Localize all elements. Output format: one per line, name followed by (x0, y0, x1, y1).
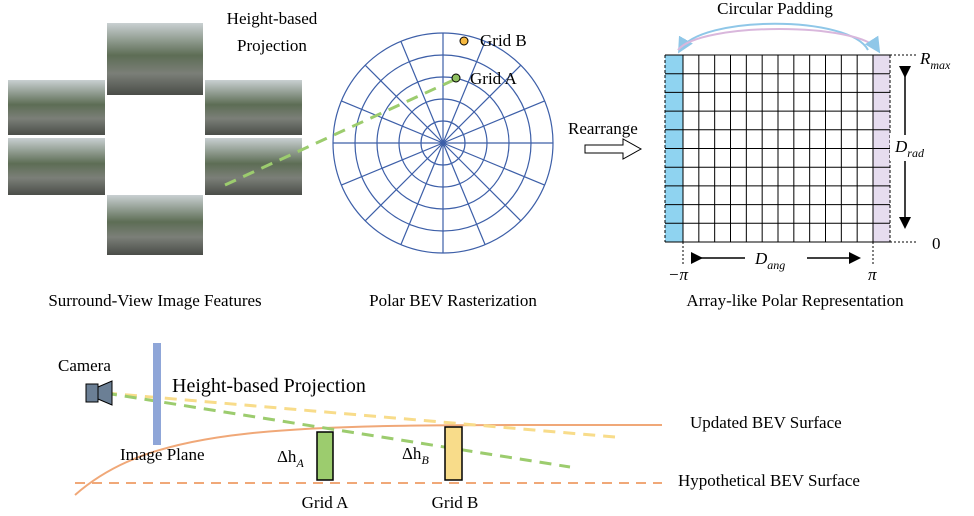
image-plane (153, 343, 161, 445)
grid-a-pillar (316, 431, 334, 481)
projection-ray (224, 76, 459, 187)
polar-spoke (442, 100, 545, 144)
polar-spoke (442, 142, 545, 186)
ray-b (104, 391, 616, 439)
polar-spoke (400, 142, 444, 245)
padding-arrow (678, 22, 869, 54)
pi-label: π (868, 265, 877, 284)
camera-image (8, 80, 105, 135)
label-base: Δh (402, 444, 422, 463)
polar-spoke (364, 142, 444, 222)
polar-spoke (442, 142, 486, 245)
grid-a-label: Grid A (470, 69, 517, 88)
neg-pi-label: −π (668, 265, 688, 284)
circular-padding-label: Circular Padding (717, 0, 833, 18)
camera-image (8, 138, 105, 195)
polar-spoke (442, 41, 486, 144)
camera-label: Camera (58, 356, 111, 375)
rearrange-arrow (584, 138, 643, 160)
padding-arrow (677, 28, 881, 54)
hypothetical-surface-label: Hypothetical BEV Surface (678, 471, 860, 490)
projection-title: Height-based Projection (172, 375, 366, 397)
d-rad-label: Drad (894, 137, 925, 160)
caption: Array-like Polar Representation (686, 291, 904, 310)
dh-b-label: ΔhB (402, 444, 429, 467)
projection-label: Projection (237, 36, 307, 55)
grid-b-caption: Grid B (432, 493, 479, 512)
grid-b-label: Grid B (480, 31, 527, 50)
updated-surface (74, 423, 663, 496)
caption: Polar BEV Rasterization (369, 291, 537, 310)
grid-a-caption: Grid A (302, 493, 349, 512)
zero-label: 0 (932, 234, 941, 253)
camera-image (205, 80, 302, 135)
polar-spoke (341, 100, 444, 144)
polar-spoke (341, 142, 444, 186)
rearrange-label: Rearrange (568, 119, 638, 138)
label-base: Δh (277, 447, 297, 466)
label-sub: A (295, 456, 304, 470)
label-sub: max (930, 58, 951, 72)
label-sub: rad (907, 146, 925, 160)
projection-label: Height-based (227, 9, 318, 28)
dh-a-label: ΔhA (277, 447, 304, 470)
polar-grid (332, 32, 554, 254)
label-sub: ang (767, 258, 785, 272)
polar-spoke (400, 41, 444, 144)
polar-spoke (442, 142, 522, 222)
polar-spoke (364, 64, 444, 144)
d-ang-label: Dang (754, 249, 785, 272)
label-base: R (919, 49, 931, 68)
label-base: D (894, 137, 908, 156)
r-max-label: Rmax (919, 49, 951, 72)
caption: Surround-View Image Features (48, 291, 261, 310)
camera-image (107, 195, 203, 255)
polar-spoke (442, 64, 522, 144)
image-plane-label: Image Plane (120, 445, 205, 464)
camera-image (205, 138, 302, 195)
camera-icon (85, 380, 113, 406)
updated-surface-label: Updated BEV Surface (690, 413, 842, 432)
camera-image (107, 23, 203, 95)
grid-b-pillar (444, 426, 463, 481)
polar-array (664, 54, 918, 265)
grid-a-dot (451, 73, 461, 83)
grid-b-dot (459, 36, 469, 46)
camera-images (8, 23, 302, 255)
label-sub: B (421, 453, 429, 467)
label-base: D (754, 249, 768, 268)
